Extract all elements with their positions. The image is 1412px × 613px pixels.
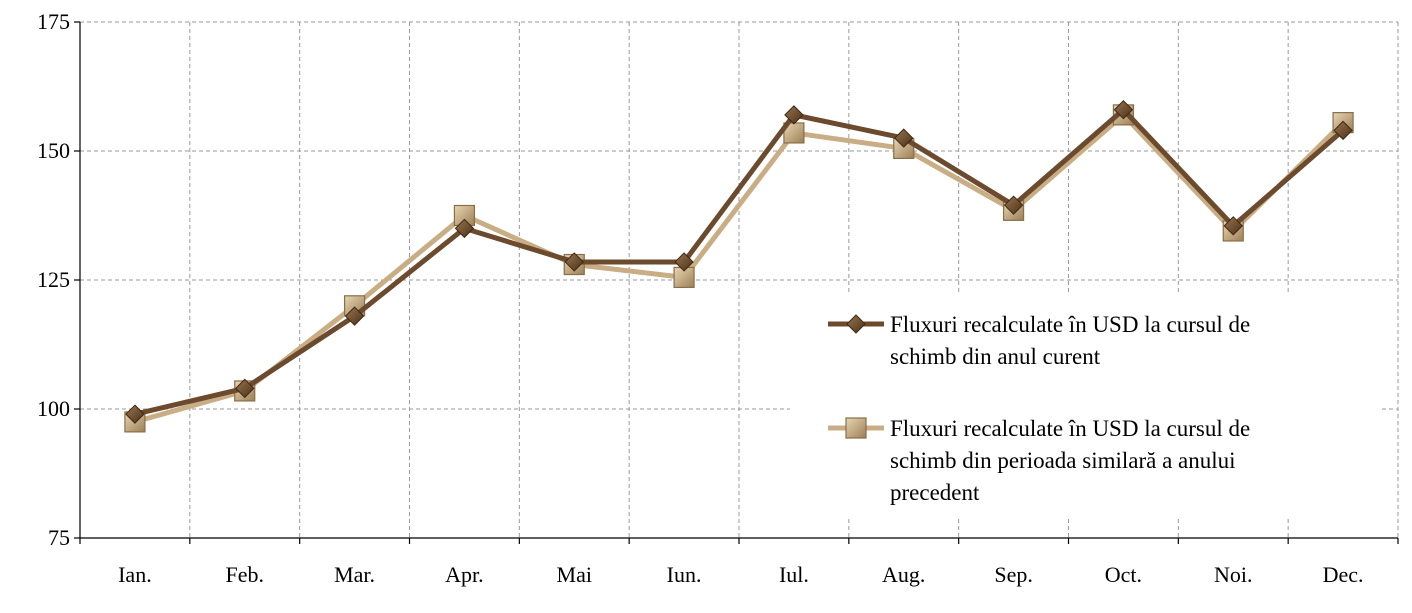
axes — [74, 21, 1399, 544]
legend-box — [790, 294, 1380, 516]
x-tick-label: Dec. — [1323, 562, 1364, 587]
legend-entry-1: Fluxuri recalculate în USD la cursul de s… — [828, 312, 1250, 369]
x-tick-label: Iun. — [667, 562, 702, 587]
x-tick-label: Sep. — [994, 562, 1033, 587]
legend-entry-2: Fluxuri recalculate în USD la cursul de s… — [828, 416, 1250, 505]
series-2-line — [134, 112, 1345, 425]
y-tick-label: 100 — [37, 396, 70, 421]
y-tick-label: 75 — [48, 525, 70, 550]
series-1-line — [134, 107, 1345, 417]
x-tick-label: Iul. — [779, 562, 809, 587]
y-axis-tick-labels: 75 100 125 150 175 — [37, 9, 70, 550]
series — [124, 100, 1354, 433]
series-1-point — [894, 128, 914, 148]
y-tick-label: 150 — [37, 138, 70, 163]
x-tick-label: Mai — [557, 562, 592, 587]
y-tick-label: 175 — [37, 9, 70, 34]
series-1-point — [235, 378, 255, 399]
x-tick-label: Aug. — [882, 562, 925, 587]
x-tick-label: Feb. — [226, 562, 265, 587]
series-1-point — [125, 404, 145, 424]
series-1-point — [784, 105, 804, 125]
legend: Fluxuri recalculate în USD la cursul de s… — [828, 312, 1250, 505]
legend-label: schimb din anul curent — [890, 344, 1101, 369]
legend-label: schimb din perioada similară a anului — [890, 448, 1236, 473]
series-1-point — [564, 252, 584, 272]
series-1-point — [454, 218, 475, 239]
legend-swatch-marker — [846, 314, 866, 334]
series-1-point — [344, 306, 365, 326]
x-tick-label: Oct. — [1105, 562, 1142, 587]
x-tick-label: Mar. — [334, 562, 375, 587]
legend-background — [790, 294, 1380, 516]
x-tick-label: Ian. — [118, 562, 152, 587]
x-tick-label: Noi. — [1214, 562, 1253, 587]
legend-label: Fluxuri recalculate în USD la cursul de — [890, 312, 1250, 337]
legend-label: precedent — [890, 480, 980, 505]
series-1-point — [1333, 120, 1353, 141]
series-1-point — [674, 252, 694, 272]
legend-swatch-marker — [845, 417, 867, 439]
x-axis-tick-labels: Ian. Feb. Mar. Apr. Mai Iun. Iul. Aug. Sep. Oct. N… — [118, 562, 1363, 587]
series-1-point — [1113, 100, 1134, 120]
legend-label: Fluxuri recalculate în USD la cursul de — [890, 416, 1250, 441]
series-1-point — [1223, 216, 1243, 236]
series-1-point — [1003, 195, 1024, 215]
x-tick-label: Apr. — [445, 562, 484, 587]
series-1 — [125, 100, 1353, 424]
y-tick-label: 125 — [37, 267, 70, 292]
